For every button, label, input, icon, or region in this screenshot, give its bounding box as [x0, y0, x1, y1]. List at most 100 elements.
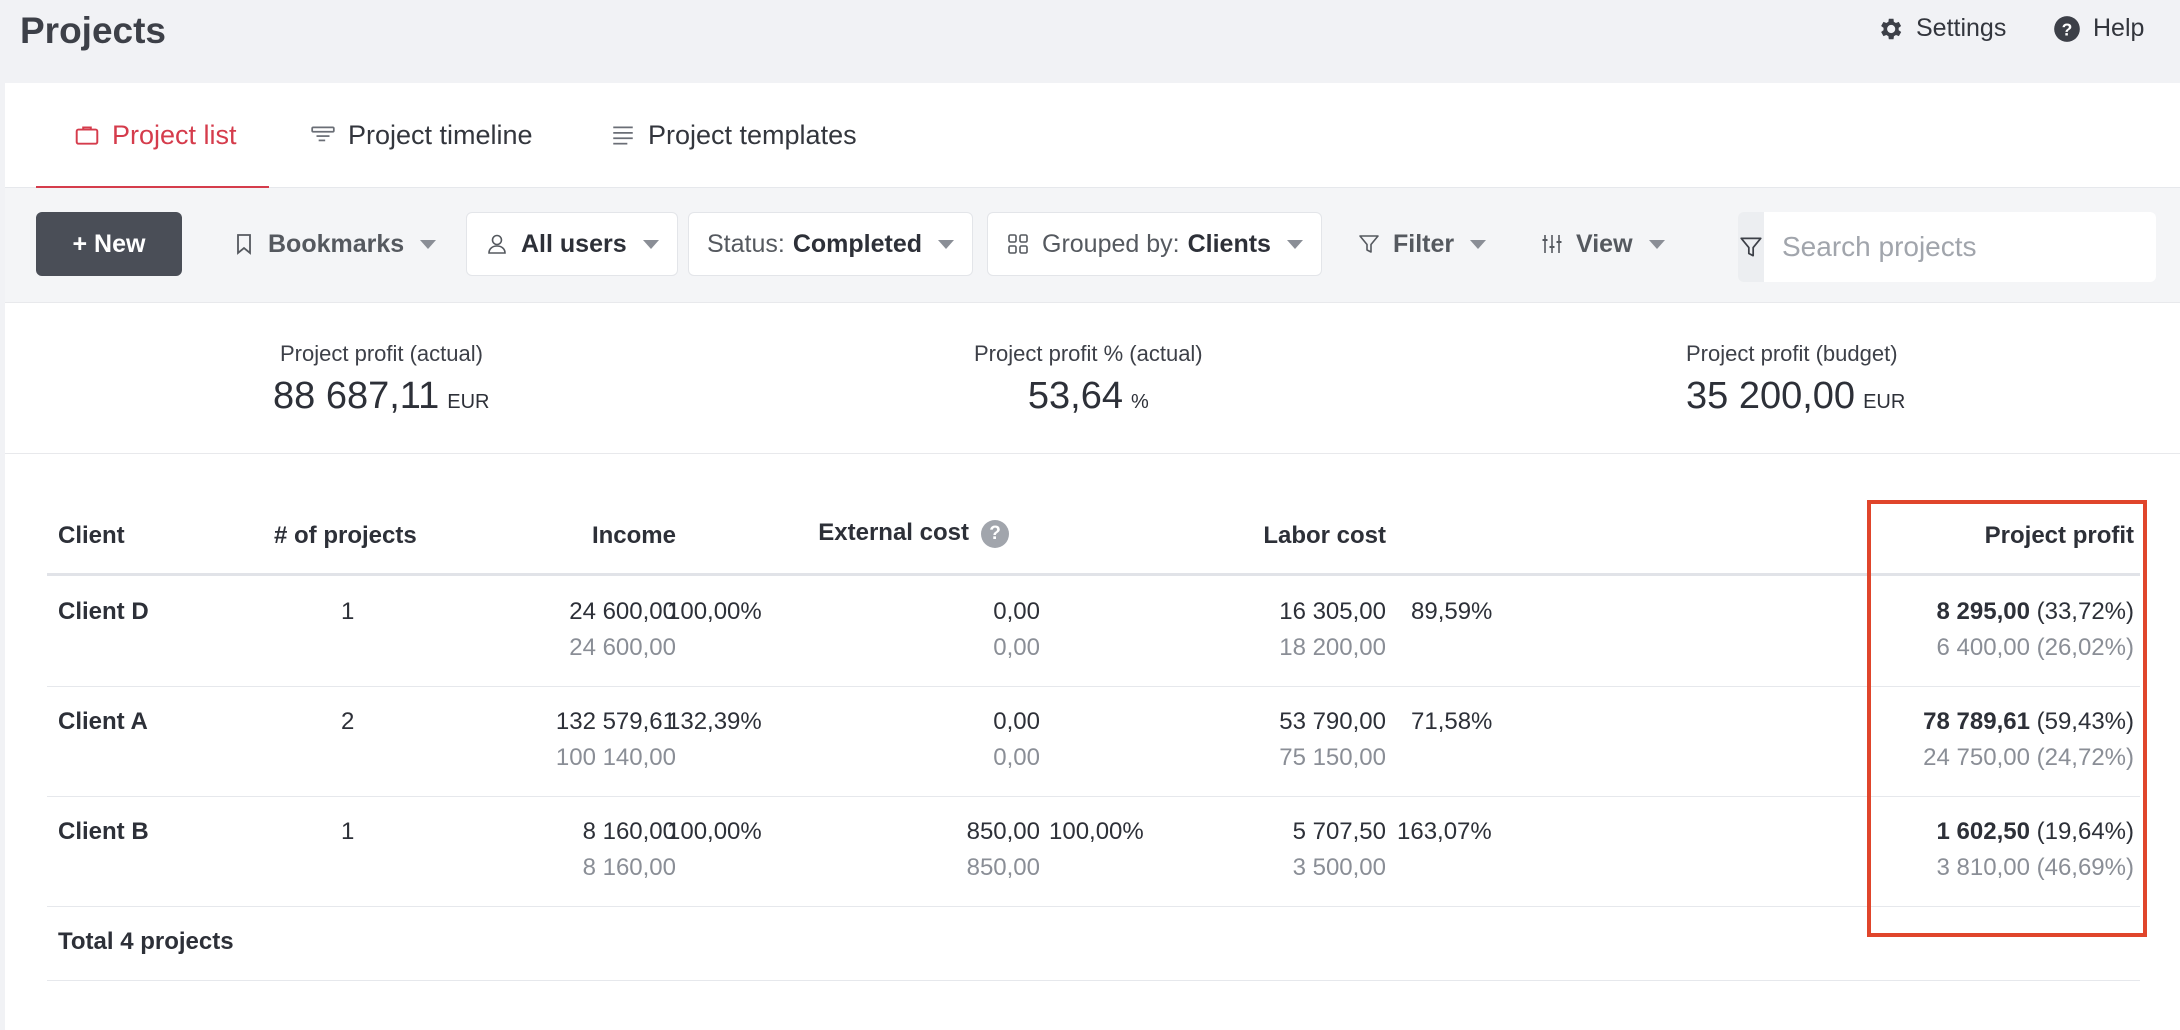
profit-percent: (19,64%) [2036, 818, 2134, 845]
external-cost-actual: 0,00 [993, 598, 1040, 625]
main-card: Project list Project timeline Project te… [5, 83, 2180, 1030]
status-prefix: Status: [707, 229, 785, 258]
gear-icon [1881, 18, 1902, 39]
header-projects[interactable]: # of projects [274, 522, 417, 549]
external-cost-actual: 850,00 [966, 818, 1040, 845]
row-divider [47, 796, 2140, 797]
stat-unit: EUR [447, 391, 490, 413]
timeline-icon [311, 126, 335, 142]
client-name[interactable]: Client A [58, 708, 148, 735]
group-prefix: Grouped by: [1042, 229, 1180, 258]
tab-label: Project templates [648, 119, 857, 150]
labor-cost-budget: 18 200,00 [1279, 634, 1386, 661]
chevron-down-icon [1470, 239, 1487, 249]
bookmarks-dropdown[interactable]: Bookmarks [232, 212, 437, 276]
header-client[interactable]: Client [58, 522, 125, 549]
chevron-down-icon [642, 239, 659, 249]
stat-number: 88 687,11 [273, 375, 440, 417]
tab-project-templates[interactable]: Project templates [610, 83, 857, 187]
stat-value: 35 200,00 EUR [1686, 375, 1905, 418]
new-button[interactable]: + New [36, 212, 182, 276]
bookmark-icon [237, 234, 251, 255]
tab-project-list[interactable]: Project list [36, 83, 269, 188]
total-row-label: Total 4 projects [58, 928, 234, 955]
group-by-dropdown[interactable]: Grouped by: Clients [987, 212, 1322, 276]
chevron-down-icon [938, 239, 955, 249]
profit-budget: 24 750,00 (24,72%) [1923, 744, 2134, 771]
view-label: View [1576, 229, 1633, 258]
labor-cost-actual: 53 790,00 [1279, 708, 1386, 735]
profit-value: 78 789,61 [1923, 708, 2030, 735]
labor-cost-percent: 71,58% [1411, 708, 1493, 735]
client-name[interactable]: Client D [58, 598, 149, 625]
profit-budget: 3 810,00 (46,69%) [1936, 854, 2134, 881]
filter-label: Filter [1393, 229, 1455, 258]
stat-value: 53,64% [974, 375, 1203, 418]
stat-profit-budget: Project profit (budget) 35 200,00 EUR [1686, 341, 1905, 418]
tab-bar: Project list Project timeline Project te… [5, 83, 2180, 188]
user-icon [488, 234, 506, 254]
help-link[interactable]: ? Help [2053, 14, 2144, 43]
filter-icon [1359, 235, 1379, 253]
clients-table: Client # of projects Income External cos… [47, 519, 2147, 982]
header-divider [47, 573, 2140, 576]
income-actual: 8 160,00 [582, 818, 676, 845]
help-circle-icon: ? [2054, 15, 2080, 42]
stat-label: Project profit % (actual) [974, 341, 1203, 366]
top-bar: Projects Settings ? Help [0, 0, 2180, 82]
chevron-down-icon [1648, 239, 1665, 249]
list-icon [613, 126, 633, 145]
income-percent: 132,39% [667, 708, 762, 735]
external-cost-budget: 0,00 [993, 744, 1040, 771]
profit-percent: (59,43%) [2036, 708, 2134, 735]
project-count: 2 [341, 708, 355, 735]
client-name[interactable]: Client B [58, 818, 149, 845]
tab-label: Project list [112, 119, 237, 150]
profit-actual: 78 789,61 (59,43%) [1923, 708, 2134, 736]
help-label: Help [2093, 14, 2145, 42]
chevron-down-icon [1286, 239, 1303, 249]
view-dropdown[interactable]: View [1540, 212, 1665, 276]
stat-label: Project profit (budget) [1686, 341, 1898, 366]
header-income[interactable]: Income [591, 522, 676, 549]
bookmarks-label: Bookmarks [268, 229, 405, 258]
labor-cost-budget: 75 150,00 [1279, 744, 1386, 771]
filter-dropdown[interactable]: Filter [1357, 212, 1487, 276]
header-project-profit[interactable]: Project profit [1984, 522, 2134, 549]
summary-panel: Project profit (actual) 88 687,11 EUR Pro… [5, 303, 2180, 454]
header-labor-cost[interactable]: Labor cost [1263, 522, 1386, 549]
external-cost-budget: 0,00 [993, 634, 1040, 661]
toolbar: + New Bookmarks All users Status: Comple… [5, 188, 2180, 303]
svg-text:?: ? [2062, 19, 2073, 39]
grid-icon [1008, 234, 1028, 254]
external-cost-actual: 0,00 [993, 708, 1040, 735]
sliders-icon [1542, 235, 1562, 253]
users-dropdown[interactable]: All users [466, 212, 678, 276]
stat-unit: EUR [1863, 391, 1906, 413]
tab-project-timeline[interactable]: Project timeline [310, 83, 533, 187]
users-label: All users [521, 229, 627, 258]
search-input[interactable] [1764, 212, 2156, 282]
stat-value: 88 687,11 EUR [273, 375, 489, 418]
help-icon[interactable]: ? [981, 519, 1009, 548]
stat-number: 53,64 [1027, 375, 1123, 417]
search-bar [1738, 212, 2156, 282]
profit-budget: 6 400,00 (26,02%) [1936, 634, 2134, 661]
profit-percent: (33,72%) [2036, 598, 2134, 625]
income-budget: 24 600,00 [569, 634, 676, 661]
labor-cost-actual: 16 305,00 [1279, 598, 1386, 625]
tab-label: Project timeline [348, 119, 533, 150]
stat-number: 35 200,00 [1686, 375, 1856, 417]
status-value: Completed [792, 229, 923, 258]
project-count: 1 [341, 598, 355, 625]
income-budget: 100 140,00 [555, 744, 676, 771]
header-external-cost[interactable]: External cost? [818, 519, 1009, 548]
income-budget: 8 160,00 [582, 854, 676, 881]
search-filter-button[interactable] [1738, 212, 1764, 282]
status-dropdown[interactable]: Status: Completed [688, 212, 974, 276]
project-count: 1 [341, 818, 355, 845]
settings-link[interactable]: Settings [1876, 14, 2006, 43]
stat-unit: % [1130, 391, 1149, 413]
profit-actual: 1 602,50 (19,64%) [1937, 818, 2134, 846]
external-cost-budget: 850,00 [966, 854, 1040, 881]
